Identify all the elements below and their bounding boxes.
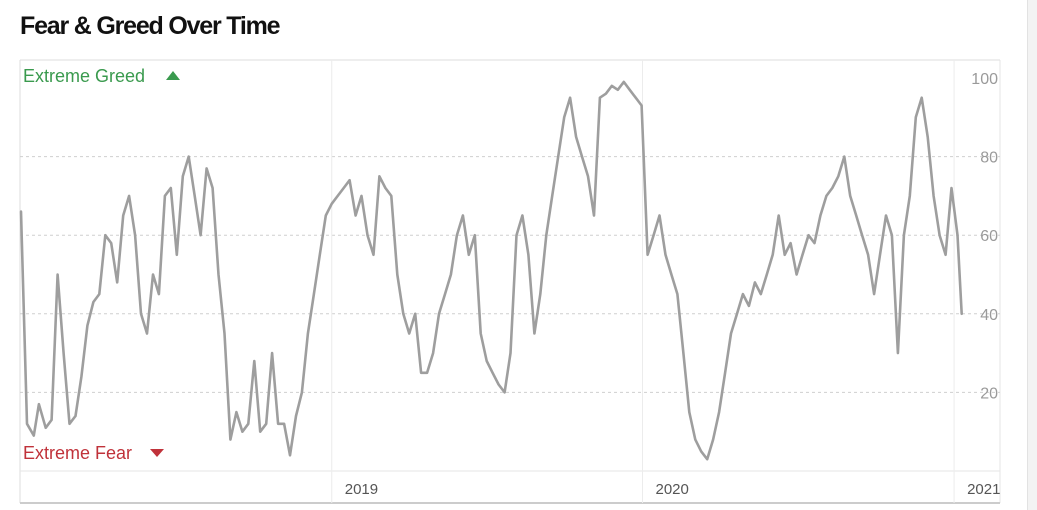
x-tick-label-2021: 2021	[967, 481, 1000, 498]
x-tick-label-2020: 2020	[655, 481, 688, 498]
y-tick-label-100: 100	[971, 71, 998, 88]
triangle-down-icon	[150, 449, 164, 457]
x-tick-label-2019: 2019	[345, 481, 378, 498]
y-tick-label-80: 80	[980, 150, 998, 167]
grid-layer	[20, 156, 1000, 393]
right-edge-divider	[1027, 0, 1037, 510]
y-tick-label-40: 40	[980, 307, 998, 324]
series-layer	[19, 80, 963, 461]
y-tick-label-60: 60	[980, 228, 998, 245]
extreme-fear-label: Extreme Fear	[23, 443, 164, 463]
extreme-greed-label: Extreme Greed	[23, 66, 180, 86]
y-tick-labels: 20 40 60 80 100	[971, 71, 998, 402]
x-tick-labels: 2019 2020 2021	[345, 481, 1001, 498]
series-line-0	[19, 80, 963, 461]
triangle-up-icon	[166, 71, 180, 80]
extreme-fear-text: Extreme Fear	[23, 443, 132, 463]
chart-title: Fear & Greed Over Time	[20, 12, 281, 40]
extreme-greed-text: Extreme Greed	[23, 66, 145, 86]
y-tick-label-20: 20	[980, 385, 998, 402]
plot-frame	[19, 59, 1001, 504]
